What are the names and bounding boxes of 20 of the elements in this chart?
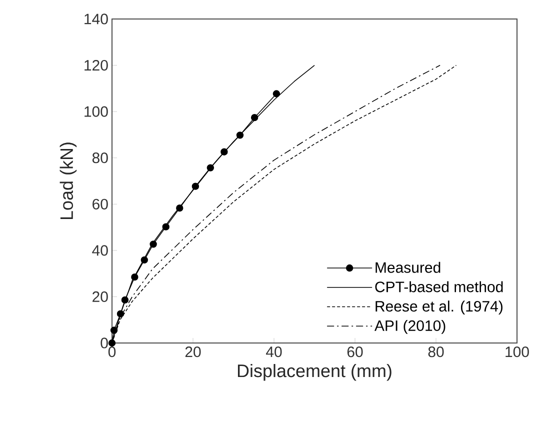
x-tick-label: 20: [185, 346, 201, 358]
y-tick-label: 0: [100, 338, 108, 348]
x-tick-label: 0: [108, 346, 116, 358]
x-tick-label: 40: [266, 346, 282, 358]
legend-label: CPT-based method: [375, 281, 503, 292]
y-tick-label: 80: [92, 152, 108, 164]
y-tick-label: 20: [92, 291, 108, 302]
x-tick-label: 100: [506, 346, 529, 358]
y-tick-label: 100: [84, 106, 108, 117]
y-tick-label: 120: [84, 60, 108, 71]
legend-label: Measured: [376, 262, 440, 273]
legend-label: Reese et al. (1974): [376, 300, 502, 315]
y-tick-label: 60: [92, 198, 108, 210]
y-tick-label: 40: [92, 245, 108, 256]
x-tick-label: 80: [428, 346, 444, 358]
y-tick-label: 140: [84, 14, 108, 24]
x-tick-label: 60: [347, 346, 363, 358]
legend-label: API (2010): [374, 320, 446, 334]
y-axis-title: Load (kN): [60, 142, 77, 220]
x-axis-title: Displacement (mm): [238, 364, 392, 381]
